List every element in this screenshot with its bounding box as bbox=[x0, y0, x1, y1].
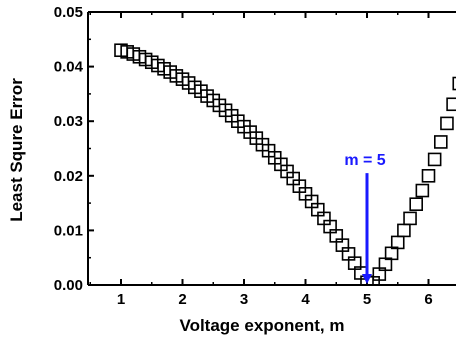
data-point bbox=[397, 223, 411, 238]
data-point bbox=[403, 211, 417, 226]
x-axis-title: Voltage exponent, m bbox=[180, 316, 345, 335]
y-tick-label: 0.01 bbox=[54, 222, 83, 239]
y-tick-label: 0.00 bbox=[54, 277, 83, 294]
data-point bbox=[421, 169, 436, 183]
data-point bbox=[409, 197, 424, 211]
y-tick-label: 0.05 bbox=[54, 4, 83, 21]
data-markers bbox=[114, 43, 456, 285]
x-tick-label: 1 bbox=[117, 291, 125, 308]
x-tick-label: 2 bbox=[178, 291, 186, 308]
data-point bbox=[415, 183, 430, 198]
y-tick-label: 0.04 bbox=[54, 59, 84, 76]
annotation-label: m = 5 bbox=[344, 152, 385, 169]
x-tick-label: 3 bbox=[240, 291, 248, 308]
x-tick-label: 4 bbox=[301, 291, 310, 308]
annotation: m = 5 bbox=[344, 152, 386, 284]
y-axis-title: Least Squre Error bbox=[7, 78, 26, 222]
ticks: 1 2 3 4 5 6 0.00 0.01 0.02 0.03 0.04 0.05 bbox=[54, 4, 433, 308]
x-tick-label: 5 bbox=[363, 291, 371, 308]
data-point bbox=[433, 135, 448, 149]
y-tick-label: 0.02 bbox=[54, 168, 83, 185]
data-point bbox=[440, 116, 454, 131]
data-point bbox=[452, 76, 456, 91]
y-tick-label: 0.03 bbox=[54, 113, 83, 130]
data-point bbox=[446, 97, 456, 112]
annotation-arrow-head bbox=[362, 274, 372, 284]
data-point bbox=[427, 152, 442, 167]
x-tick-label: 6 bbox=[424, 291, 432, 308]
